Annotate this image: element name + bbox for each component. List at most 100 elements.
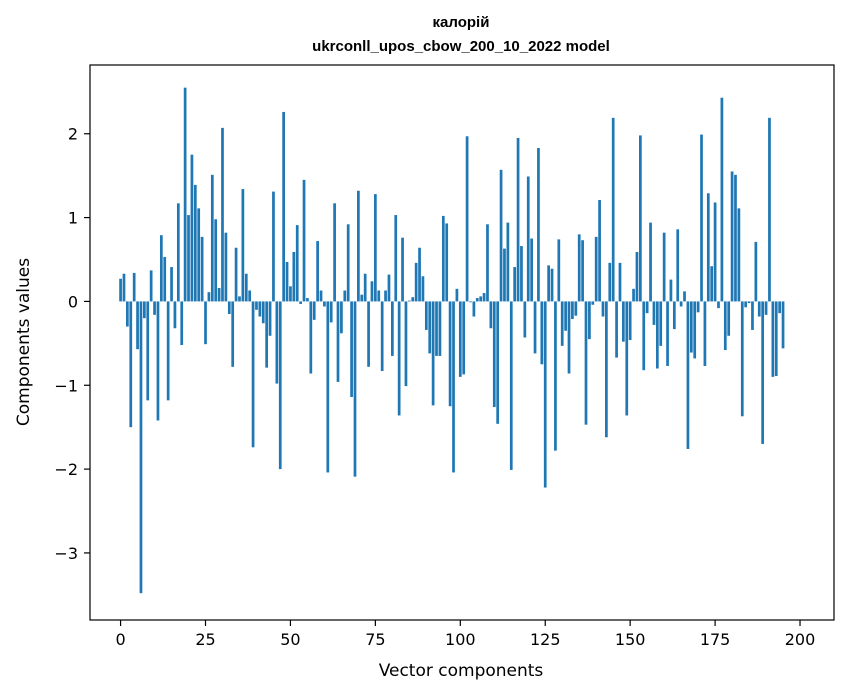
bar [227,301,231,314]
bar [329,301,333,323]
y-axis-ticks: −3 −2 −1 0 1 2 [54,125,90,563]
bar [159,235,163,302]
x-tick-label: 50 [280,630,300,649]
bar [557,239,561,302]
bar [187,215,190,302]
bar [299,301,302,304]
y-tick-label: 0 [68,292,78,311]
bar [452,301,455,473]
bar [394,215,398,302]
chart-title-line2: ukrconll_upos_cbow_200_10_2022 model [312,38,610,55]
bar [774,301,778,377]
bar [343,290,347,302]
bar [353,301,357,477]
bar [316,241,319,302]
bar [686,301,690,449]
bar [231,301,235,367]
bar [700,134,703,302]
bar [499,169,503,302]
plot-area-frame [89,64,835,621]
bar [295,225,299,302]
bar [625,301,629,416]
bar [479,296,483,302]
bar [659,301,663,346]
bar [255,301,258,310]
bar [326,301,330,473]
bar [564,301,567,331]
x-axis-label: Vector components [379,661,544,681]
bar [411,297,415,302]
y-axis-label: Components values [14,258,34,426]
bar [496,301,500,424]
bar [689,301,693,353]
bar [136,301,139,350]
bar [312,301,316,320]
bar [258,301,262,317]
bar [278,301,282,470]
bar [628,301,632,340]
bar [435,301,438,356]
bar [397,301,401,416]
bar [594,236,598,302]
bar [122,273,126,302]
bar [119,278,122,302]
bar [282,111,285,302]
bar [768,117,771,302]
x-tick-label: 25 [195,630,215,649]
bar [591,301,595,305]
y-tick-label: −2 [54,460,78,479]
bar [740,301,744,417]
bar [533,301,537,354]
bar [234,247,238,302]
bar [622,301,625,342]
bar [289,286,292,302]
bar [574,301,578,316]
bar [421,276,425,302]
bar [737,208,741,302]
bar [238,296,241,302]
bar [149,270,153,302]
bar [584,301,588,425]
bar [333,203,336,302]
bar [319,290,323,302]
bar [309,301,313,374]
bar [139,301,143,594]
bar [547,265,550,302]
bar [509,301,513,470]
bar [207,292,211,302]
x-tick-label: 75 [365,630,385,649]
bar [581,240,584,302]
bar [676,229,680,302]
bar [204,301,207,345]
bar [543,301,547,488]
bar [645,301,649,314]
bar [588,301,591,340]
bar [469,301,472,303]
bar [649,222,652,302]
bar [747,301,751,304]
bar [571,301,574,320]
bar [428,301,432,354]
bar [170,267,173,302]
x-tick-label: 0 [115,630,125,649]
bar [156,301,160,421]
bar [734,174,737,302]
bar [173,301,177,329]
bar [693,301,697,359]
bar [363,273,367,302]
bar [441,215,445,302]
bar [754,241,758,302]
bar [489,301,493,329]
bar [601,301,605,317]
bar [350,301,353,397]
bar [401,237,404,302]
y-tick-label: 2 [68,125,78,144]
bar [717,301,720,309]
bar [357,190,360,302]
bar [176,203,180,302]
bar [251,301,255,448]
bar [465,136,469,302]
bar [632,288,635,302]
bar [455,288,459,302]
